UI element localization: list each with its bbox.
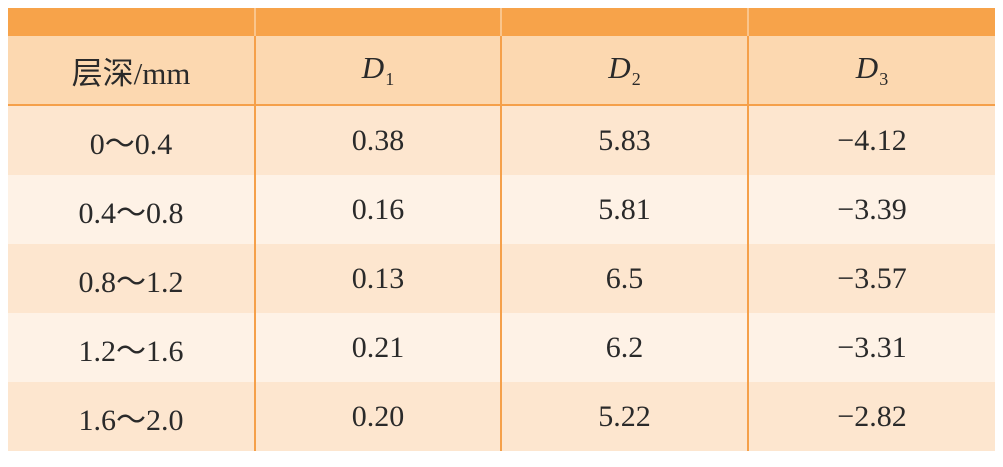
cell-d1: 0.21 bbox=[254, 313, 501, 382]
table-row: 1.6～2.0 0.20 5.22 −2.82 bbox=[8, 382, 995, 451]
header-d1-symbol: D bbox=[361, 50, 385, 85]
header-d3-symbol: D bbox=[855, 50, 879, 85]
top-bar-cell bbox=[254, 8, 501, 36]
cell-d3: −2.82 bbox=[747, 382, 995, 451]
cell-d1: 0.13 bbox=[254, 244, 501, 313]
top-bar-cell bbox=[8, 8, 255, 36]
data-table-container: 层深/mm D1 D2 D3 0～0.4 0.38 5.83 −4.12 0.4… bbox=[8, 8, 995, 451]
header-d2-symbol: D bbox=[608, 50, 631, 85]
header-d3-subscript: 3 bbox=[879, 69, 889, 89]
cell-d1: 0.20 bbox=[254, 382, 501, 451]
cell-depth: 1.2～1.6 bbox=[8, 313, 255, 382]
cell-d2: 5.81 bbox=[500, 175, 748, 244]
top-bar-cell bbox=[500, 8, 748, 36]
table-top-bar bbox=[8, 8, 995, 36]
table-row: 0.4～0.8 0.16 5.81 −3.39 bbox=[8, 175, 995, 244]
cell-d2: 5.83 bbox=[500, 105, 748, 175]
cell-d3: −3.39 bbox=[747, 175, 995, 244]
header-d2-subscript: 2 bbox=[631, 69, 641, 89]
table-header-row: 层深/mm D1 D2 D3 bbox=[8, 36, 995, 106]
cell-d3: −3.57 bbox=[747, 244, 995, 313]
cell-d1: 0.16 bbox=[254, 175, 501, 244]
header-d3: D3 bbox=[747, 36, 995, 106]
cell-d3: −4.12 bbox=[747, 105, 995, 175]
cell-depth: 0～0.4 bbox=[8, 105, 255, 175]
header-d1-subscript: 1 bbox=[385, 69, 395, 89]
table-row: 1.2～1.6 0.21 6.2 −3.31 bbox=[8, 313, 995, 382]
table-row: 0～0.4 0.38 5.83 −4.12 bbox=[8, 105, 995, 175]
cell-d2: 6.5 bbox=[500, 244, 748, 313]
cell-d3: −3.31 bbox=[747, 313, 995, 382]
data-table: 层深/mm D1 D2 D3 0～0.4 0.38 5.83 −4.12 0.4… bbox=[8, 8, 995, 451]
cell-depth: 1.6～2.0 bbox=[8, 382, 255, 451]
header-d2: D2 bbox=[500, 36, 748, 106]
table-row: 0.8～1.2 0.13 6.5 −3.57 bbox=[8, 244, 995, 313]
cell-d1: 0.38 bbox=[254, 105, 501, 175]
cell-depth: 0.8～1.2 bbox=[8, 244, 255, 313]
top-bar-cell bbox=[747, 8, 995, 36]
header-d1: D1 bbox=[254, 36, 501, 106]
cell-d2: 5.22 bbox=[500, 382, 748, 451]
cell-depth: 0.4～0.8 bbox=[8, 175, 255, 244]
header-depth: 层深/mm bbox=[8, 36, 255, 106]
cell-d2: 6.2 bbox=[500, 313, 748, 382]
